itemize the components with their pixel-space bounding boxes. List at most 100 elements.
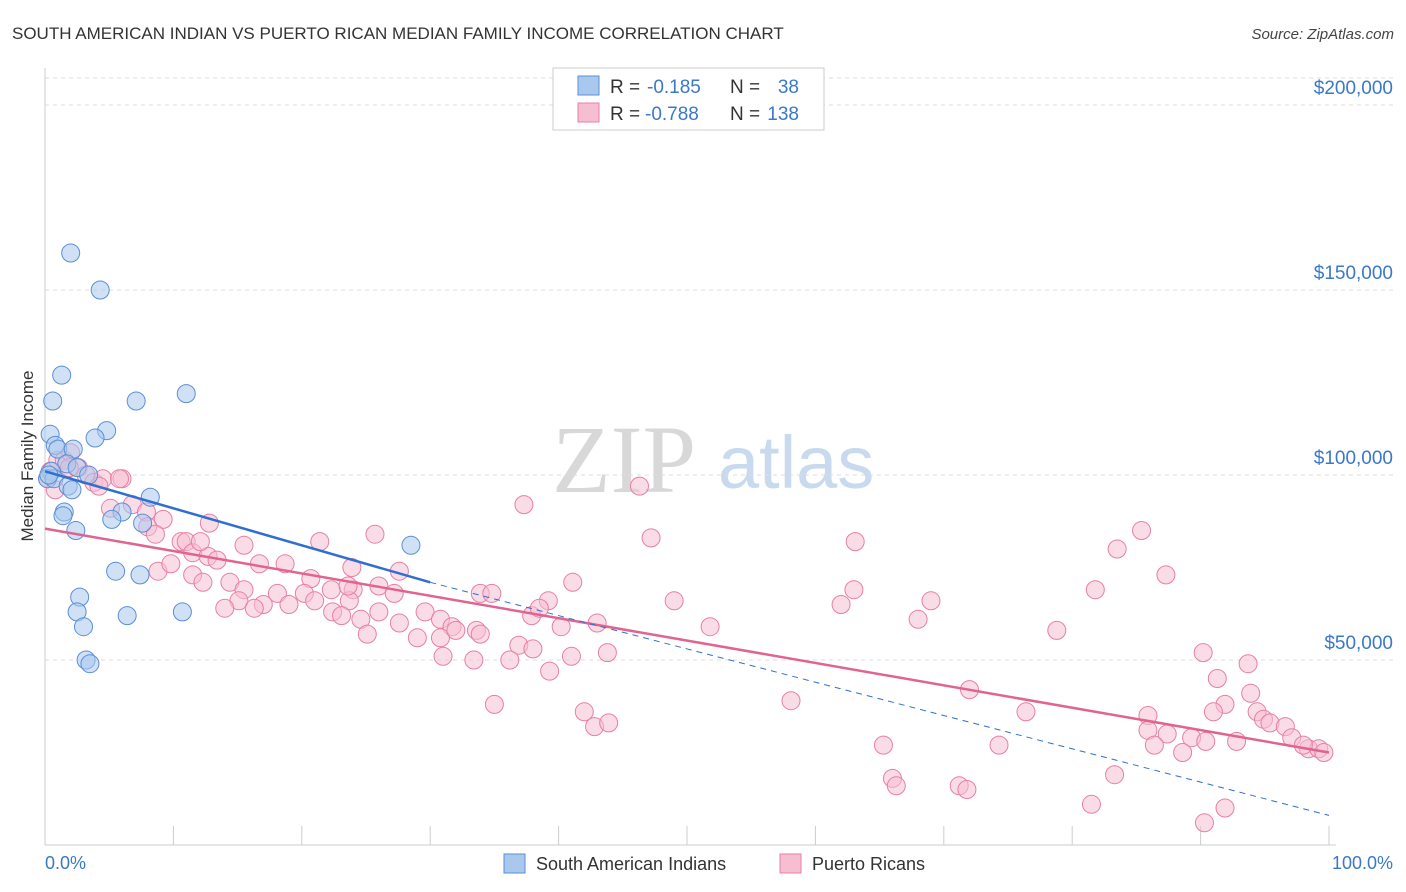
trend-lines <box>44 470 1330 816</box>
legend-box: R = -0.185 N = 38 R = -0.788 N = 138 <box>552 67 825 131</box>
scatter-point <box>215 598 235 618</box>
scatter-point <box>369 602 389 622</box>
scatter-point <box>1047 620 1067 640</box>
scatter-point <box>781 691 801 711</box>
bottom-legend-swatch-pink <box>779 853 802 874</box>
scatter-point <box>407 628 427 648</box>
scatter-point <box>1016 702 1036 722</box>
scatter-point <box>279 595 299 614</box>
scatter-point <box>332 606 352 626</box>
scatter-point <box>482 583 502 603</box>
scatter-point <box>1173 743 1193 762</box>
watermark-zip: ZIP <box>552 406 696 513</box>
scatter-point <box>599 713 619 733</box>
scatter-point <box>908 609 928 629</box>
bottom-legend-label-blue: South American Indians <box>536 854 726 874</box>
chart-title: SOUTH AMERICAN INDIAN VS PUERTO RICAN ME… <box>12 24 784 43</box>
scatter-point <box>1144 735 1164 755</box>
scatter-point <box>433 646 453 666</box>
scatter-point <box>1081 794 1101 814</box>
scatter-point <box>415 602 435 622</box>
scatter-point <box>52 365 72 385</box>
scatter-point <box>176 384 196 404</box>
trend-line-south-american-indians <box>44 470 431 584</box>
scatter-point <box>845 532 865 552</box>
scatter-point <box>190 532 210 552</box>
scatter-point <box>244 598 264 618</box>
legend-n-value-blue: 38 <box>778 77 799 98</box>
y-tick-label: $100,000 <box>1314 448 1393 469</box>
scatter-point <box>389 613 409 633</box>
scatter-point <box>563 572 583 592</box>
scatter-point <box>844 580 864 600</box>
legend-r-value-pink: -0.788 <box>645 104 699 125</box>
scatter-point <box>957 780 977 799</box>
gridlines <box>45 77 1394 661</box>
trend-line-puerto-ricans <box>44 527 1330 754</box>
scatter-point <box>130 565 150 585</box>
scatter-point <box>500 650 520 670</box>
scatter-point <box>53 506 73 526</box>
scatter-point <box>464 650 484 670</box>
scatter-point <box>921 591 941 611</box>
scatter-point <box>574 702 594 722</box>
scatter-point <box>1215 798 1235 818</box>
y-tick-label: $150,000 <box>1314 263 1393 284</box>
scatter-point <box>267 583 287 603</box>
scatter-point <box>193 572 213 592</box>
scatter-point <box>133 513 153 533</box>
scatter-point <box>1194 813 1214 833</box>
scatter-point <box>1207 669 1227 688</box>
scatter-point <box>365 524 385 544</box>
trend-line-south-american-indians-extension <box>430 581 1330 816</box>
scatter-point <box>523 639 543 659</box>
scatter-point <box>430 628 450 648</box>
legend-r-label-pink: R = <box>610 104 640 125</box>
scatter-point <box>43 391 63 411</box>
scatter-point <box>561 646 581 666</box>
scatter-point <box>886 776 906 796</box>
bottom-legend-swatch-blue <box>503 853 526 874</box>
scatter-point <box>172 602 192 622</box>
scatter-point <box>514 495 534 515</box>
scatter-point <box>109 469 129 489</box>
legend-n-value-pink: 138 <box>767 104 799 125</box>
y-tick-labels: $50,000 $100,000 $150,000 $200,000 <box>1314 78 1393 654</box>
legend-r-label-blue: R = <box>610 77 640 98</box>
scatter-point <box>446 620 466 640</box>
scatter-point <box>629 476 649 496</box>
scatter-point <box>117 606 137 626</box>
scatter-point <box>161 554 181 574</box>
y-tick-label: $200,000 <box>1314 78 1393 99</box>
scatter-point <box>153 509 173 529</box>
scatter-point <box>106 561 126 581</box>
bottom-legend: South American Indians Puerto Ricans <box>503 853 925 874</box>
scatter-point <box>831 595 851 614</box>
legend-swatch-blue <box>577 75 600 96</box>
scatter-point <box>305 591 325 611</box>
scatter-point <box>1132 521 1152 540</box>
scatter-point <box>1293 735 1313 755</box>
x-tick-label-max: 100.0% <box>1332 853 1393 873</box>
legend-n-label-blue: N = <box>730 77 760 98</box>
scatter-point <box>74 617 94 637</box>
scatter-point <box>145 524 165 544</box>
legend-swatch-pink <box>577 102 600 123</box>
scatter-point <box>641 528 661 548</box>
scatter-point <box>664 591 684 611</box>
scatter-point <box>1196 731 1216 751</box>
legend-r-value-blue: -0.185 <box>647 77 701 98</box>
scatter-point <box>234 535 254 555</box>
scatter-point <box>275 554 295 574</box>
scatter-point <box>401 535 421 555</box>
scatter-point <box>1156 565 1176 585</box>
x-ticks <box>44 826 1330 845</box>
scatter-point <box>1238 654 1258 674</box>
legend-n-label-pink: N = <box>730 104 760 125</box>
scatter-point <box>62 480 82 500</box>
scatter-point <box>1203 702 1223 722</box>
scatter-point <box>321 580 341 600</box>
scatter-point <box>80 654 100 674</box>
scatter-point <box>61 243 81 263</box>
